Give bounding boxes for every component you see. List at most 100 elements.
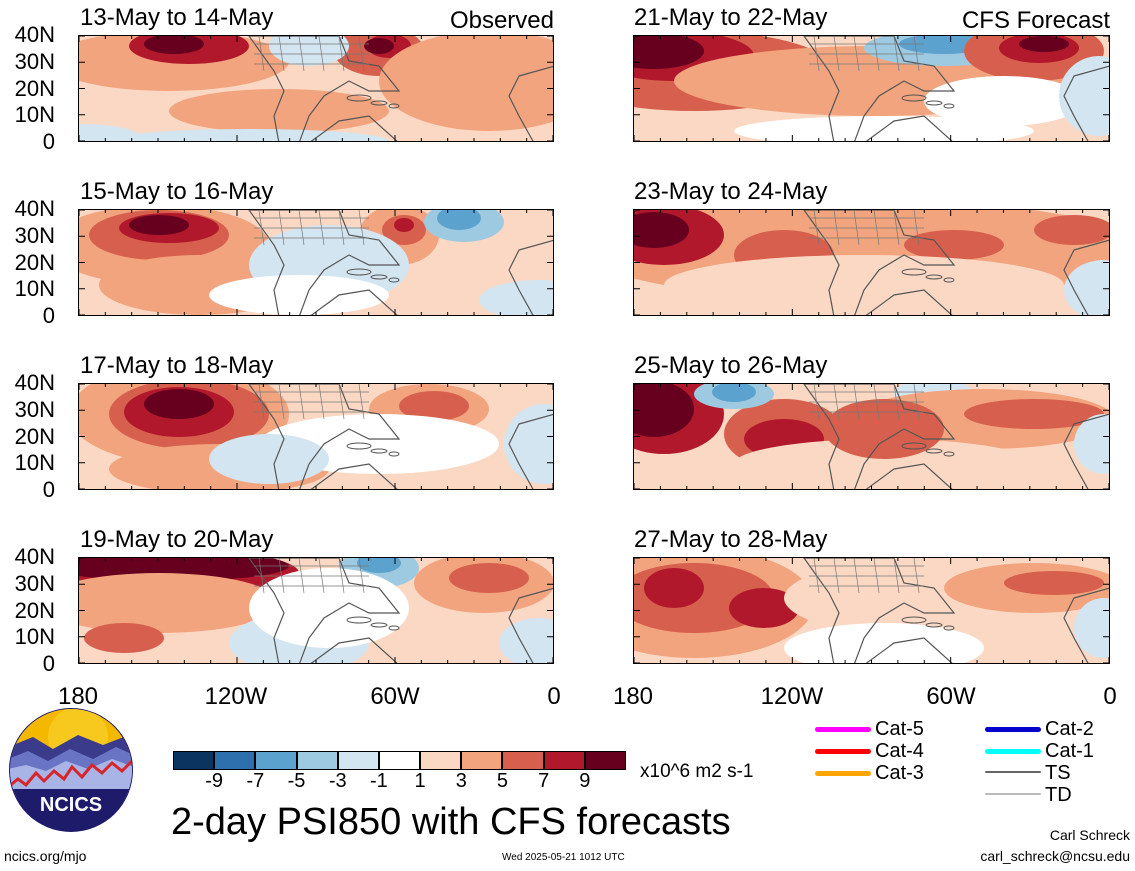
contour-region: [399, 391, 469, 421]
island-outline: [943, 277, 955, 283]
y-tick-label: 20N: [14, 75, 55, 101]
colorbar-tick-label: -3: [328, 770, 347, 792]
ncics-logo: NCICS: [8, 707, 134, 833]
x-tick-left-60w: 60W: [370, 683, 420, 710]
y-tick-label: 30N: [14, 396, 55, 422]
y-tick-label: 30N: [14, 570, 55, 596]
colorbar-swatch: [543, 751, 585, 770]
border-line: [258, 210, 265, 246]
contour-region: [634, 36, 704, 69]
island-outline: [370, 448, 388, 454]
contour-region: [269, 36, 349, 66]
border-line: [893, 384, 900, 420]
psi-field-map: [79, 384, 553, 489]
border-line: [853, 36, 860, 72]
x-tick-right-120w: 120W: [760, 683, 824, 710]
contour-region: [249, 568, 409, 648]
border-line: [813, 384, 820, 420]
coastline: [1063, 587, 1109, 663]
contour-region: [144, 36, 204, 54]
border-line: [258, 384, 265, 420]
coastline: [310, 637, 398, 663]
coastline: [1063, 413, 1109, 489]
contour-region: [209, 275, 389, 315]
x-tick-right-180: 180: [612, 683, 654, 710]
colorbar-swatch: [214, 751, 256, 770]
colorbar-tick-label: -5: [287, 770, 306, 792]
contour-region: [784, 623, 984, 663]
psi-field-map: [634, 384, 1109, 489]
contour-region: [364, 38, 394, 54]
coastline: [803, 558, 956, 663]
coastline: [865, 115, 953, 141]
contour-region: [209, 434, 329, 484]
contour-region: [824, 399, 944, 459]
island-outline: [901, 616, 927, 624]
coastline: [248, 558, 401, 663]
author-name: Carl Schreck: [1049, 827, 1130, 843]
island-outline: [901, 442, 927, 450]
colorbar-tick-label: -9: [205, 770, 224, 792]
coastline: [1063, 65, 1109, 141]
y-tick-label: 30N: [14, 222, 55, 248]
border-line: [893, 558, 900, 594]
colorbar-tick-label: -7: [246, 770, 265, 792]
panel-title-4: 19-May to 20-May: [80, 526, 274, 553]
island-outline: [388, 625, 400, 631]
contour-region: [144, 389, 214, 419]
legend-label: Cat-5: [875, 718, 924, 740]
border-line: [833, 384, 840, 420]
colorbar-swatch: [296, 751, 338, 770]
panel-title-7: 25-May to 26-May: [634, 352, 828, 379]
colorbar-swatch: [255, 751, 297, 770]
main-title: 2-day PSI850 with CFS forecasts: [171, 801, 731, 843]
border-line: [258, 558, 265, 594]
source-url[interactable]: ncics.org/mjo: [4, 848, 87, 864]
border-line: [278, 558, 285, 594]
contour-region: [1059, 56, 1109, 136]
border-line: [833, 210, 840, 246]
colorbar-tick-label: 9: [579, 770, 591, 792]
legend-label: Cat-3: [875, 762, 924, 784]
author-email[interactable]: carl_schreck@ncsu.edu: [980, 848, 1130, 864]
contour-region: [1074, 414, 1109, 474]
border-line: [913, 558, 920, 594]
y-tick-label: 20N: [14, 597, 55, 623]
island-outline: [901, 268, 927, 276]
border-line: [913, 36, 920, 72]
border-line: [278, 36, 285, 72]
contour-region: [449, 563, 529, 593]
island-outline: [370, 274, 388, 280]
psi-field-map: [79, 36, 553, 141]
panel-title-3: 17-May to 18-May: [80, 352, 274, 379]
observed-label: Observed: [449, 7, 554, 34]
border-line: [318, 558, 325, 594]
legend-label: Cat-1: [1045, 740, 1094, 762]
coastline: [248, 36, 401, 141]
contour-region: [964, 399, 1104, 429]
border-line: [913, 384, 920, 420]
island-outline: [388, 451, 400, 457]
border-line: [873, 384, 880, 420]
legend-label: Cat-4: [875, 740, 924, 762]
island-outline: [943, 625, 955, 631]
island-outline: [943, 103, 955, 109]
coastline: [508, 413, 553, 489]
coastline: [803, 384, 956, 489]
coastline: [310, 115, 398, 141]
legend-swatch: [985, 727, 1041, 732]
island-outline: [346, 442, 372, 450]
map-panel-observed-4: [78, 557, 554, 664]
x-tick-left-120w: 120W: [204, 683, 268, 710]
island-outline: [370, 622, 388, 628]
y-tick-label: 40N: [14, 370, 55, 395]
legend-swatch: [815, 727, 871, 732]
island-outline: [346, 94, 372, 102]
colorbar: [173, 751, 626, 770]
contour-region: [644, 568, 704, 608]
border-line: [318, 210, 325, 246]
x-tick-right-60w: 60W: [926, 683, 976, 710]
y-tick-label: 10N: [14, 102, 55, 128]
logo-text: NCICS: [40, 794, 102, 816]
coastline: [865, 463, 953, 489]
